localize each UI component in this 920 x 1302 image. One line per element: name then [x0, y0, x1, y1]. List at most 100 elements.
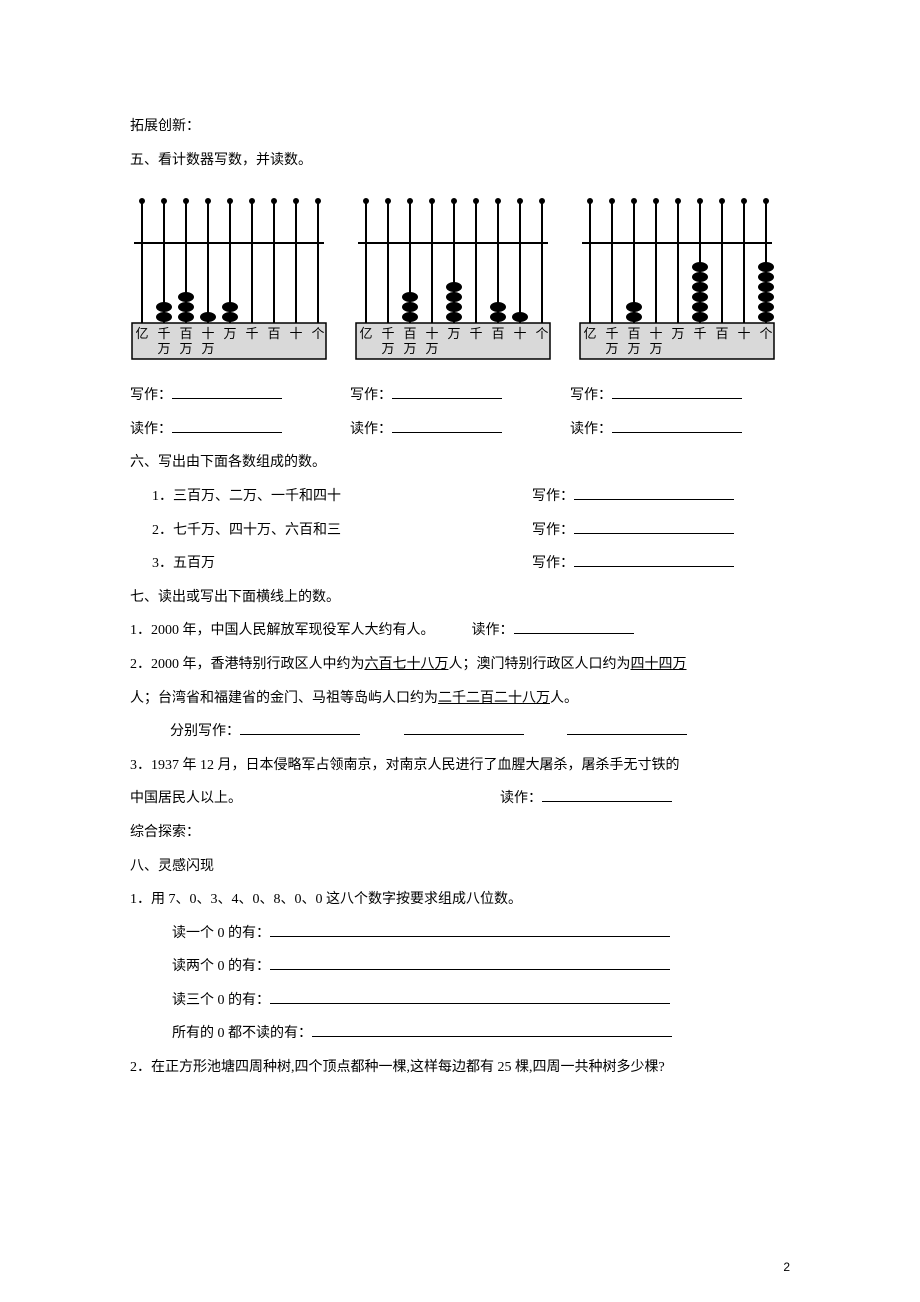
svg-text:千: 千: [605, 326, 618, 341]
svg-text:万: 万: [425, 341, 438, 356]
write-label: 写作：: [570, 388, 612, 403]
svg-text:万: 万: [447, 326, 460, 341]
svg-text:十: 十: [649, 326, 662, 341]
svg-text:亿: 亿: [135, 326, 148, 341]
read-label: 读作：: [570, 422, 612, 437]
q8-item2: 2．在正方形池塘四周种树,四个顶点都种一棵,这样每边都有 25 棵,四周一共种树…: [130, 1051, 790, 1085]
svg-text:百: 百: [627, 326, 640, 341]
svg-text:万: 万: [649, 341, 662, 356]
blank[interactable]: [542, 787, 672, 802]
q6-item-1: 1．三百万、二万、一千和四十 写作：: [130, 480, 790, 514]
svg-text:百: 百: [267, 326, 280, 341]
q7-2-text-a: 2．2000 年，香港特别行政区人中约为: [130, 657, 365, 672]
svg-text:万: 万: [627, 341, 640, 356]
blank[interactable]: [312, 1022, 672, 1037]
blank[interactable]: [574, 485, 734, 500]
write-label: 写作：: [350, 388, 392, 403]
blank[interactable]: [240, 720, 360, 735]
blank[interactable]: [574, 519, 734, 534]
q8-row-3: 读三个 0 的有：: [130, 984, 790, 1018]
q6-label: 写作：: [532, 556, 574, 571]
svg-text:十: 十: [737, 326, 750, 341]
q8-row-label: 读两个 0 的有：: [172, 959, 270, 974]
abacus-3: 亿千万百万十万万千百十个: [578, 195, 790, 365]
svg-text:万: 万: [671, 326, 684, 341]
svg-text:万: 万: [381, 341, 394, 356]
svg-text:个: 个: [759, 326, 772, 341]
svg-text:亿: 亿: [359, 326, 372, 341]
blank[interactable]: [270, 989, 670, 1004]
q5-read-row: 读作： 读作： 读作：: [130, 413, 790, 447]
blank[interactable]: [404, 720, 524, 735]
q7-2-answer: 分别写作：: [130, 715, 790, 749]
read-label: 读作：: [130, 422, 172, 437]
svg-text:亿: 亿: [583, 326, 596, 341]
write-label: 写作：: [130, 388, 172, 403]
q7-3-text-b: 中国居民人以上。: [130, 791, 242, 806]
q6-label: 写作：: [532, 523, 574, 538]
q7-3-line2: 中国居民人以上。 读作：: [130, 782, 790, 816]
blank[interactable]: [172, 384, 282, 399]
svg-text:万: 万: [403, 341, 416, 356]
abacus-2: 亿千万百万十万万千百十个: [354, 195, 566, 365]
svg-text:个: 个: [311, 326, 324, 341]
svg-text:万: 万: [223, 326, 236, 341]
abacus-row: 亿千万百万十万万千百十个 亿千万百万十万万千百十个 亿千万百万十万万千百十个: [130, 195, 790, 365]
q6-text: 五百万: [173, 556, 215, 571]
svg-text:十: 十: [513, 326, 526, 341]
blank[interactable]: [172, 418, 282, 433]
q8-row-label: 所有的 0 都不读的有：: [172, 1026, 312, 1041]
svg-text:千: 千: [469, 326, 482, 341]
q7-1: 1．2000 年，中国人民解放军现役军人大约有人。 读作：: [130, 614, 790, 648]
q6-item-2: 2．七千万、四十万、六百和三 写作：: [130, 514, 790, 548]
abacus-1: 亿千万百万十万万千百十个: [130, 195, 342, 365]
q6-idx: 1．: [152, 489, 173, 504]
q7-2-text-b: 人；澳门特别行政区人口约为: [449, 657, 631, 672]
q6-title: 六、写出由下面各数组成的数。: [130, 446, 790, 480]
q7-2-underline-1: 六百七十八万: [365, 657, 449, 672]
page-number: 2: [783, 1260, 790, 1274]
blank[interactable]: [270, 922, 670, 937]
q7-3-line1: 3．1937 年 12 月，日本侵略军占领南京，对南京人民进行了血腥大屠杀，屠杀…: [130, 749, 790, 783]
svg-text:百: 百: [715, 326, 728, 341]
svg-text:万: 万: [157, 341, 170, 356]
svg-text:百: 百: [491, 326, 504, 341]
q7-2-line2: 人；台湾省和福建省的金门、马祖等岛屿人口约为二千二百二十八万人。: [130, 682, 790, 716]
q7-2-line1: 2．2000 年，香港特别行政区人中约为六百七十八万人；澳门特别行政区人口约为四…: [130, 648, 790, 682]
svg-text:百: 百: [403, 326, 416, 341]
blank[interactable]: [574, 552, 734, 567]
read-label: 读作：: [350, 422, 392, 437]
blank[interactable]: [270, 955, 670, 970]
blank[interactable]: [392, 384, 502, 399]
q6-text: 三百万、二万、一千和四十: [173, 489, 341, 504]
q7-2-underline-2: 四十四万: [631, 657, 687, 672]
q7-1-text: 1．2000 年，中国人民解放军现役军人大约有人。: [130, 623, 435, 638]
q8-intro: 1．用 7、0、3、4、0、8、0、0 这八个数字按要求组成八位数。: [130, 883, 790, 917]
svg-text:十: 十: [425, 326, 438, 341]
q8-title: 八、灵感闪现: [130, 850, 790, 884]
q8-row-label: 读一个 0 的有：: [172, 926, 270, 941]
blank[interactable]: [567, 720, 687, 735]
blank[interactable]: [392, 418, 502, 433]
svg-text:千: 千: [245, 326, 258, 341]
section-heading-explore: 综合探索：: [130, 816, 790, 850]
q7-3-label: 读作：: [500, 791, 542, 806]
blank[interactable]: [514, 619, 634, 634]
svg-text:千: 千: [381, 326, 394, 341]
q7-2-text-c: 人；台湾省和福建省的金门、马祖等岛屿人口约为: [130, 691, 438, 706]
q7-2-underline-3: 二千二百二十八万: [438, 691, 550, 706]
q7-3-text-a: 3．1937 年 12 月，日本侵略军占领南京，对南京人民进行了血腥大屠杀，屠杀…: [130, 758, 680, 773]
q5-title: 五、看计数器写数，并读数。: [130, 144, 790, 178]
q6-label: 写作：: [532, 489, 574, 504]
blank[interactable]: [612, 384, 742, 399]
q6-idx: 3．: [152, 556, 173, 571]
blank[interactable]: [612, 418, 742, 433]
q5-write-row: 写作： 写作： 写作：: [130, 379, 790, 413]
svg-text:万: 万: [179, 341, 192, 356]
svg-text:万: 万: [201, 341, 214, 356]
q8-row-1: 读一个 0 的有：: [130, 917, 790, 951]
svg-text:个: 个: [535, 326, 548, 341]
q7-2-label: 分别写作：: [170, 724, 240, 739]
svg-text:千: 千: [693, 326, 706, 341]
q6-idx: 2．: [152, 523, 173, 538]
